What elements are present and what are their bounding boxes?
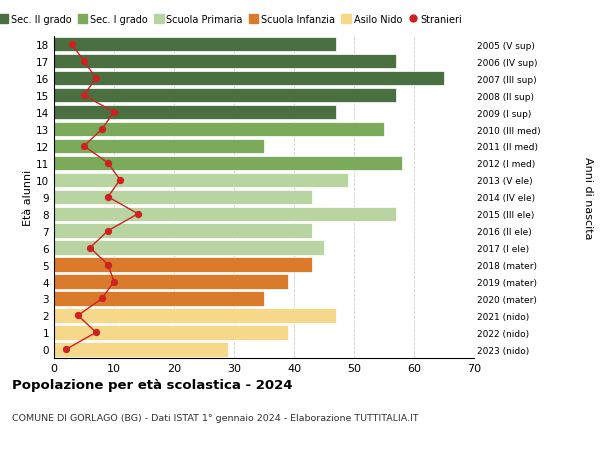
Bar [54, 89, 396, 103]
Point [79, 58, 89, 66]
Point [73, 312, 83, 319]
Bar [54, 224, 312, 238]
Bar [54, 106, 336, 120]
Text: COMUNE DI GORLAGO (BG) - Dati ISTAT 1° gennaio 2024 - Elaborazione TUTTITALIA.IT: COMUNE DI GORLAGO (BG) - Dati ISTAT 1° g… [12, 413, 419, 422]
Point [103, 194, 113, 201]
Point [103, 261, 113, 269]
Bar [54, 157, 402, 171]
Point [61, 346, 71, 353]
Point [91, 75, 101, 83]
Point [115, 177, 125, 184]
Y-axis label: Anni di nascita: Anni di nascita [583, 156, 593, 239]
Bar [54, 72, 444, 86]
Bar [54, 190, 312, 205]
Bar [54, 275, 288, 289]
Point [91, 329, 101, 336]
Point [103, 160, 113, 167]
Bar [54, 173, 348, 188]
Y-axis label: Età alunni: Età alunni [23, 169, 33, 225]
Bar [54, 38, 336, 52]
Bar [54, 241, 324, 255]
Bar [54, 325, 288, 340]
Point [133, 211, 143, 218]
Point [97, 126, 107, 134]
Legend: Sec. II grado, Sec. I grado, Scuola Primaria, Scuola Infanzia, Asilo Nido, Stran: Sec. II grado, Sec. I grado, Scuola Prim… [0, 11, 466, 28]
Point [79, 143, 89, 150]
Bar [54, 258, 312, 272]
Point [67, 41, 77, 49]
Bar [54, 342, 228, 357]
Bar [54, 308, 336, 323]
Point [85, 245, 95, 252]
Text: Popolazione per età scolastica - 2024: Popolazione per età scolastica - 2024 [12, 379, 293, 392]
Bar [54, 207, 396, 222]
Bar [54, 55, 396, 69]
Point [109, 109, 119, 117]
Point [79, 92, 89, 100]
Bar [54, 123, 384, 137]
Point [97, 295, 107, 302]
Bar [54, 140, 264, 154]
Point [103, 228, 113, 235]
Bar [54, 291, 264, 306]
Point [109, 278, 119, 285]
